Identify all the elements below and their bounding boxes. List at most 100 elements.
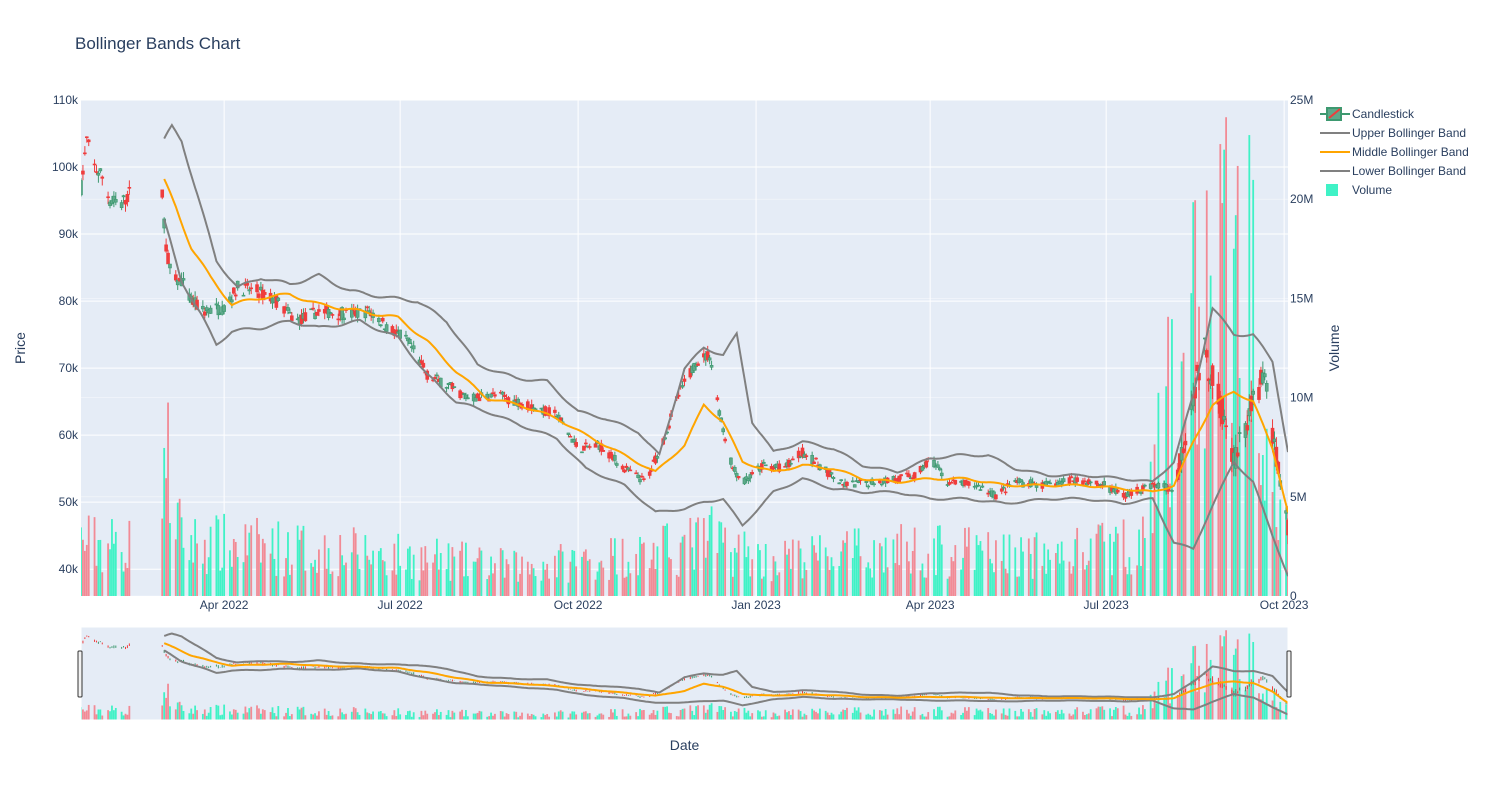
- legend-item-lower-band[interactable]: Lower Bollinger Band: [1318, 161, 1469, 180]
- volume-bar: [503, 577, 506, 596]
- volume-bar: [296, 525, 299, 596]
- rangeslider-volume-bar: [1219, 635, 1222, 720]
- volume-bar: [993, 572, 995, 596]
- rangeslider-volume-bar: [950, 712, 953, 720]
- volume-bar: [718, 521, 721, 596]
- candle-body: [978, 489, 983, 491]
- candle-body: [1143, 484, 1147, 487]
- rangeslider-volume-bar: [258, 708, 260, 720]
- rangeslider-volume-bar: [1054, 711, 1057, 720]
- candle-body: [380, 317, 385, 322]
- volume-bar: [1002, 534, 1005, 596]
- candle-body: [1204, 350, 1209, 358]
- candle-body: [1019, 479, 1023, 483]
- volume-bar: [207, 557, 210, 596]
- volume-bar: [911, 550, 914, 596]
- rangeslider-volume-bar: [557, 711, 560, 720]
- legend-item-volume[interactable]: Volume: [1318, 180, 1469, 199]
- candle-body: [814, 457, 818, 460]
- rangeslider-volume-bar: [329, 715, 332, 720]
- volume-bar: [892, 539, 895, 596]
- volume-bar: [205, 574, 208, 596]
- volume-bar: [364, 535, 367, 596]
- volume-bar: [339, 535, 342, 596]
- volume-bar: [743, 531, 746, 596]
- volume-bar: [869, 568, 872, 596]
- rangeslider-volume-bar: [615, 715, 618, 720]
- volume-bar: [492, 573, 494, 596]
- candle-body: [572, 439, 577, 443]
- volume-bar: [505, 559, 508, 596]
- rangeslider-volume-bar: [691, 710, 694, 720]
- rangeslider-volume-bar: [1114, 707, 1117, 720]
- rangeslider-volume-bar: [830, 712, 833, 720]
- volume-bar: [1128, 557, 1131, 596]
- volume-bar: [1099, 525, 1102, 596]
- rangeslider-volume-bar: [774, 713, 777, 720]
- volume-bar: [178, 498, 181, 596]
- rangeslider-volume-bar: [1275, 707, 1278, 720]
- rangeslider-volume-bar: [791, 709, 794, 720]
- volume-bar: [1087, 560, 1090, 596]
- volume-bar: [542, 561, 545, 596]
- candle-body: [166, 252, 170, 265]
- candle-body: [435, 374, 439, 377]
- volume-bar: [289, 574, 291, 596]
- legend-item-middle-band[interactable]: Middle Bollinger Band: [1318, 142, 1469, 161]
- volume-bar: [1223, 149, 1226, 596]
- rangeslider-volume-bar: [600, 713, 603, 720]
- volume-bar: [857, 528, 860, 596]
- rangeslider-volume-bar: [1149, 694, 1152, 720]
- candle-body: [181, 278, 186, 281]
- rangeslider-volume-bar: [853, 707, 856, 720]
- rangeslider-volume-bar: [865, 714, 868, 720]
- volume-bar: [805, 569, 808, 596]
- legend-item-upper-band[interactable]: Upper Bollinger Band: [1318, 123, 1469, 142]
- volume-bar: [625, 576, 628, 596]
- rangeslider-handle[interactable]: [77, 650, 83, 698]
- candle-body: [1001, 486, 1006, 489]
- candle-body: [125, 194, 130, 203]
- rangeslider-volume-bar: [613, 709, 616, 720]
- rangeslider-volume-bar: [648, 714, 651, 720]
- x-tick-label: Jul 2022: [377, 598, 423, 612]
- volume-bar: [1101, 522, 1104, 596]
- rangeslider-handle[interactable]: [1286, 650, 1292, 698]
- volume-bar: [1234, 215, 1237, 596]
- rangeslider-volume-bar: [581, 712, 583, 720]
- volume-bar: [1008, 534, 1011, 596]
- rangeslider-volume-bar: [256, 705, 258, 720]
- volume-bar: [884, 537, 887, 596]
- volume-bar: [97, 539, 100, 596]
- rangeslider-volume-bar: [532, 714, 535, 720]
- rangeslider-volume-bar: [880, 710, 883, 720]
- volume-bar: [352, 527, 355, 596]
- volume-bar: [368, 559, 371, 596]
- candle-body: [1003, 491, 1008, 494]
- rangeslider-volume-bar: [906, 709, 908, 720]
- rangeslider-volume-bar: [436, 709, 438, 720]
- candle-body: [85, 136, 89, 139]
- rangeslider-volume-bar: [323, 708, 326, 720]
- candle-body: [1183, 440, 1188, 446]
- volume-bar: [515, 552, 518, 596]
- volume-bar: [203, 539, 206, 596]
- candle-body: [450, 383, 455, 390]
- legend-item-candlestick[interactable]: Candlestick: [1318, 104, 1469, 123]
- candle-body: [829, 472, 834, 475]
- rangeslider-volume-bar: [989, 713, 992, 720]
- rangeslider-volume-bar: [465, 710, 467, 720]
- rangeslider-volume-bar: [1225, 630, 1228, 720]
- rangeslider-volume-bar: [666, 706, 668, 720]
- candle-body: [1083, 480, 1087, 483]
- volume-bar: [474, 561, 477, 596]
- candle-body: [121, 195, 126, 198]
- candle-body: [96, 172, 101, 176]
- candle-body: [336, 318, 341, 321]
- rangeslider-volume-bar: [1085, 714, 1088, 720]
- candle-body: [580, 451, 584, 454]
- rangeslider-volume-bar: [451, 710, 454, 720]
- candle-body: [330, 314, 335, 316]
- candle-body: [1081, 480, 1085, 485]
- volume-bar: [356, 554, 359, 596]
